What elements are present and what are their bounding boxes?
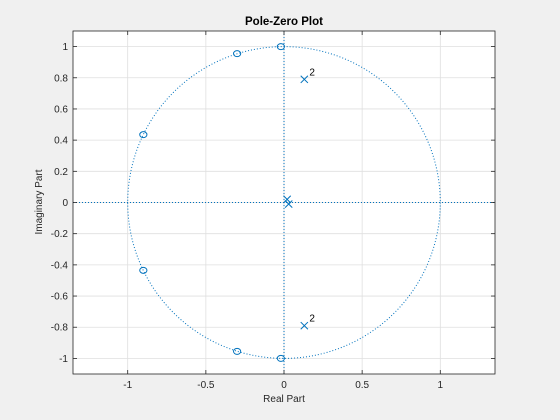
pole-marker-stroke bbox=[300, 75, 309, 84]
x-tick-label: 1 bbox=[438, 380, 444, 391]
x-tick-label: 0 bbox=[281, 380, 287, 391]
y-tick-label: 0 bbox=[62, 198, 68, 209]
zero-marker bbox=[139, 131, 148, 139]
pole-marker bbox=[300, 321, 309, 330]
pole-marker bbox=[284, 200, 293, 209]
pole-marker bbox=[300, 75, 309, 84]
x-tick-label: -1 bbox=[123, 380, 132, 391]
chart-title: Pole-Zero Plot bbox=[245, 16, 323, 28]
y-tick-label: -0.4 bbox=[51, 260, 69, 271]
y-tick-label: -0.8 bbox=[51, 323, 69, 334]
zero-marker bbox=[139, 266, 148, 274]
zero-marker bbox=[233, 50, 242, 58]
y-tick-label: -0.6 bbox=[51, 292, 69, 303]
y-tick-label: -0.2 bbox=[51, 229, 69, 240]
y-tick-label: 1 bbox=[62, 42, 68, 53]
pole-marker bbox=[283, 195, 292, 204]
x-tick-label: -0.5 bbox=[197, 380, 215, 391]
pole-multiplicity-label: 2 bbox=[309, 67, 315, 78]
pole-marker-stroke bbox=[300, 321, 309, 330]
zero-marker bbox=[276, 43, 285, 51]
pole-marker-stroke bbox=[283, 195, 292, 204]
y-tick-label: 0.4 bbox=[54, 136, 68, 147]
y-tick-label: 0.6 bbox=[54, 104, 68, 115]
y-axis-label: Imaginary Part bbox=[34, 169, 45, 234]
y-tick-label: 0.2 bbox=[54, 167, 68, 178]
zero-marker bbox=[276, 354, 285, 362]
plot-markers: 22 bbox=[139, 43, 315, 362]
y-tick-label: 0.8 bbox=[54, 73, 68, 84]
x-axis-label: Real Part bbox=[263, 394, 305, 405]
zero-marker bbox=[233, 347, 242, 355]
pole-marker-stroke bbox=[284, 200, 293, 209]
pole-multiplicity-label: 2 bbox=[309, 314, 315, 325]
x-tick-label: 0.5 bbox=[355, 380, 369, 391]
y-tick-label: -1 bbox=[59, 354, 68, 365]
axis-ticks: -1 -0.5 0 0.5 1 -1 -0.8 -0.6 -0.4 -0.2 0 0.2 0.4 0.6 0… bbox=[51, 31, 495, 391]
